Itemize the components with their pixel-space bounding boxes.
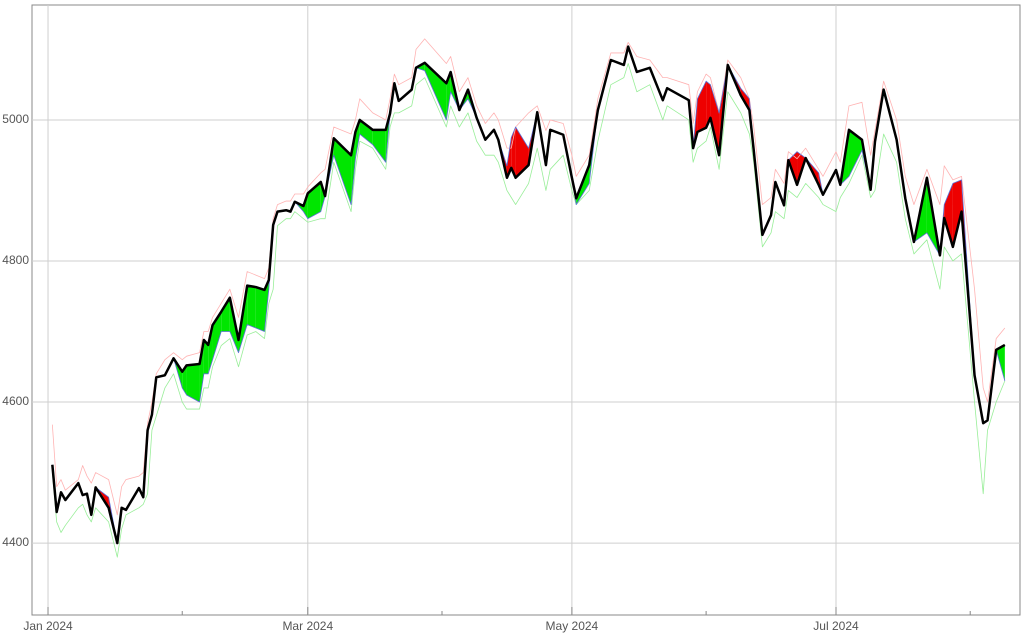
- fill-band: [208, 325, 213, 374]
- plot-frame: [31, 4, 1021, 616]
- fill-band: [203, 339, 209, 374]
- series-line: [51, 38, 1006, 516]
- fill-band: [333, 138, 352, 205]
- series-line: [51, 63, 1006, 558]
- y-tick-label: 4600: [2, 394, 29, 408]
- fill-band: [182, 365, 187, 395]
- fill-band: [424, 62, 447, 120]
- fill-band: [247, 285, 256, 328]
- fill-band: [255, 287, 265, 332]
- fill-band: [511, 127, 516, 178]
- x-tick-label: Mar 2024: [282, 619, 333, 633]
- x-tick-label: May 2024: [546, 619, 599, 633]
- x-tick-label: Jan 2024: [23, 619, 73, 633]
- fill-band: [186, 363, 200, 403]
- fill-band: [952, 179, 962, 247]
- fill-band: [515, 127, 529, 178]
- fill-band: [359, 119, 373, 145]
- fill-band: [199, 339, 204, 403]
- fill-band: [710, 84, 720, 156]
- y-tick-label: 4800: [2, 253, 29, 267]
- fill-band: [697, 81, 707, 132]
- fill-band: [221, 297, 230, 332]
- fill-band: [848, 129, 862, 177]
- fill-band: [706, 81, 711, 128]
- fill-band: [446, 71, 451, 120]
- y-tick-label: 4400: [2, 535, 29, 549]
- x-tick-label: Jul 2024: [813, 619, 859, 633]
- series-line: [51, 45, 1006, 545]
- y-tick-label: 5000: [2, 112, 29, 126]
- fill-band: [372, 129, 386, 163]
